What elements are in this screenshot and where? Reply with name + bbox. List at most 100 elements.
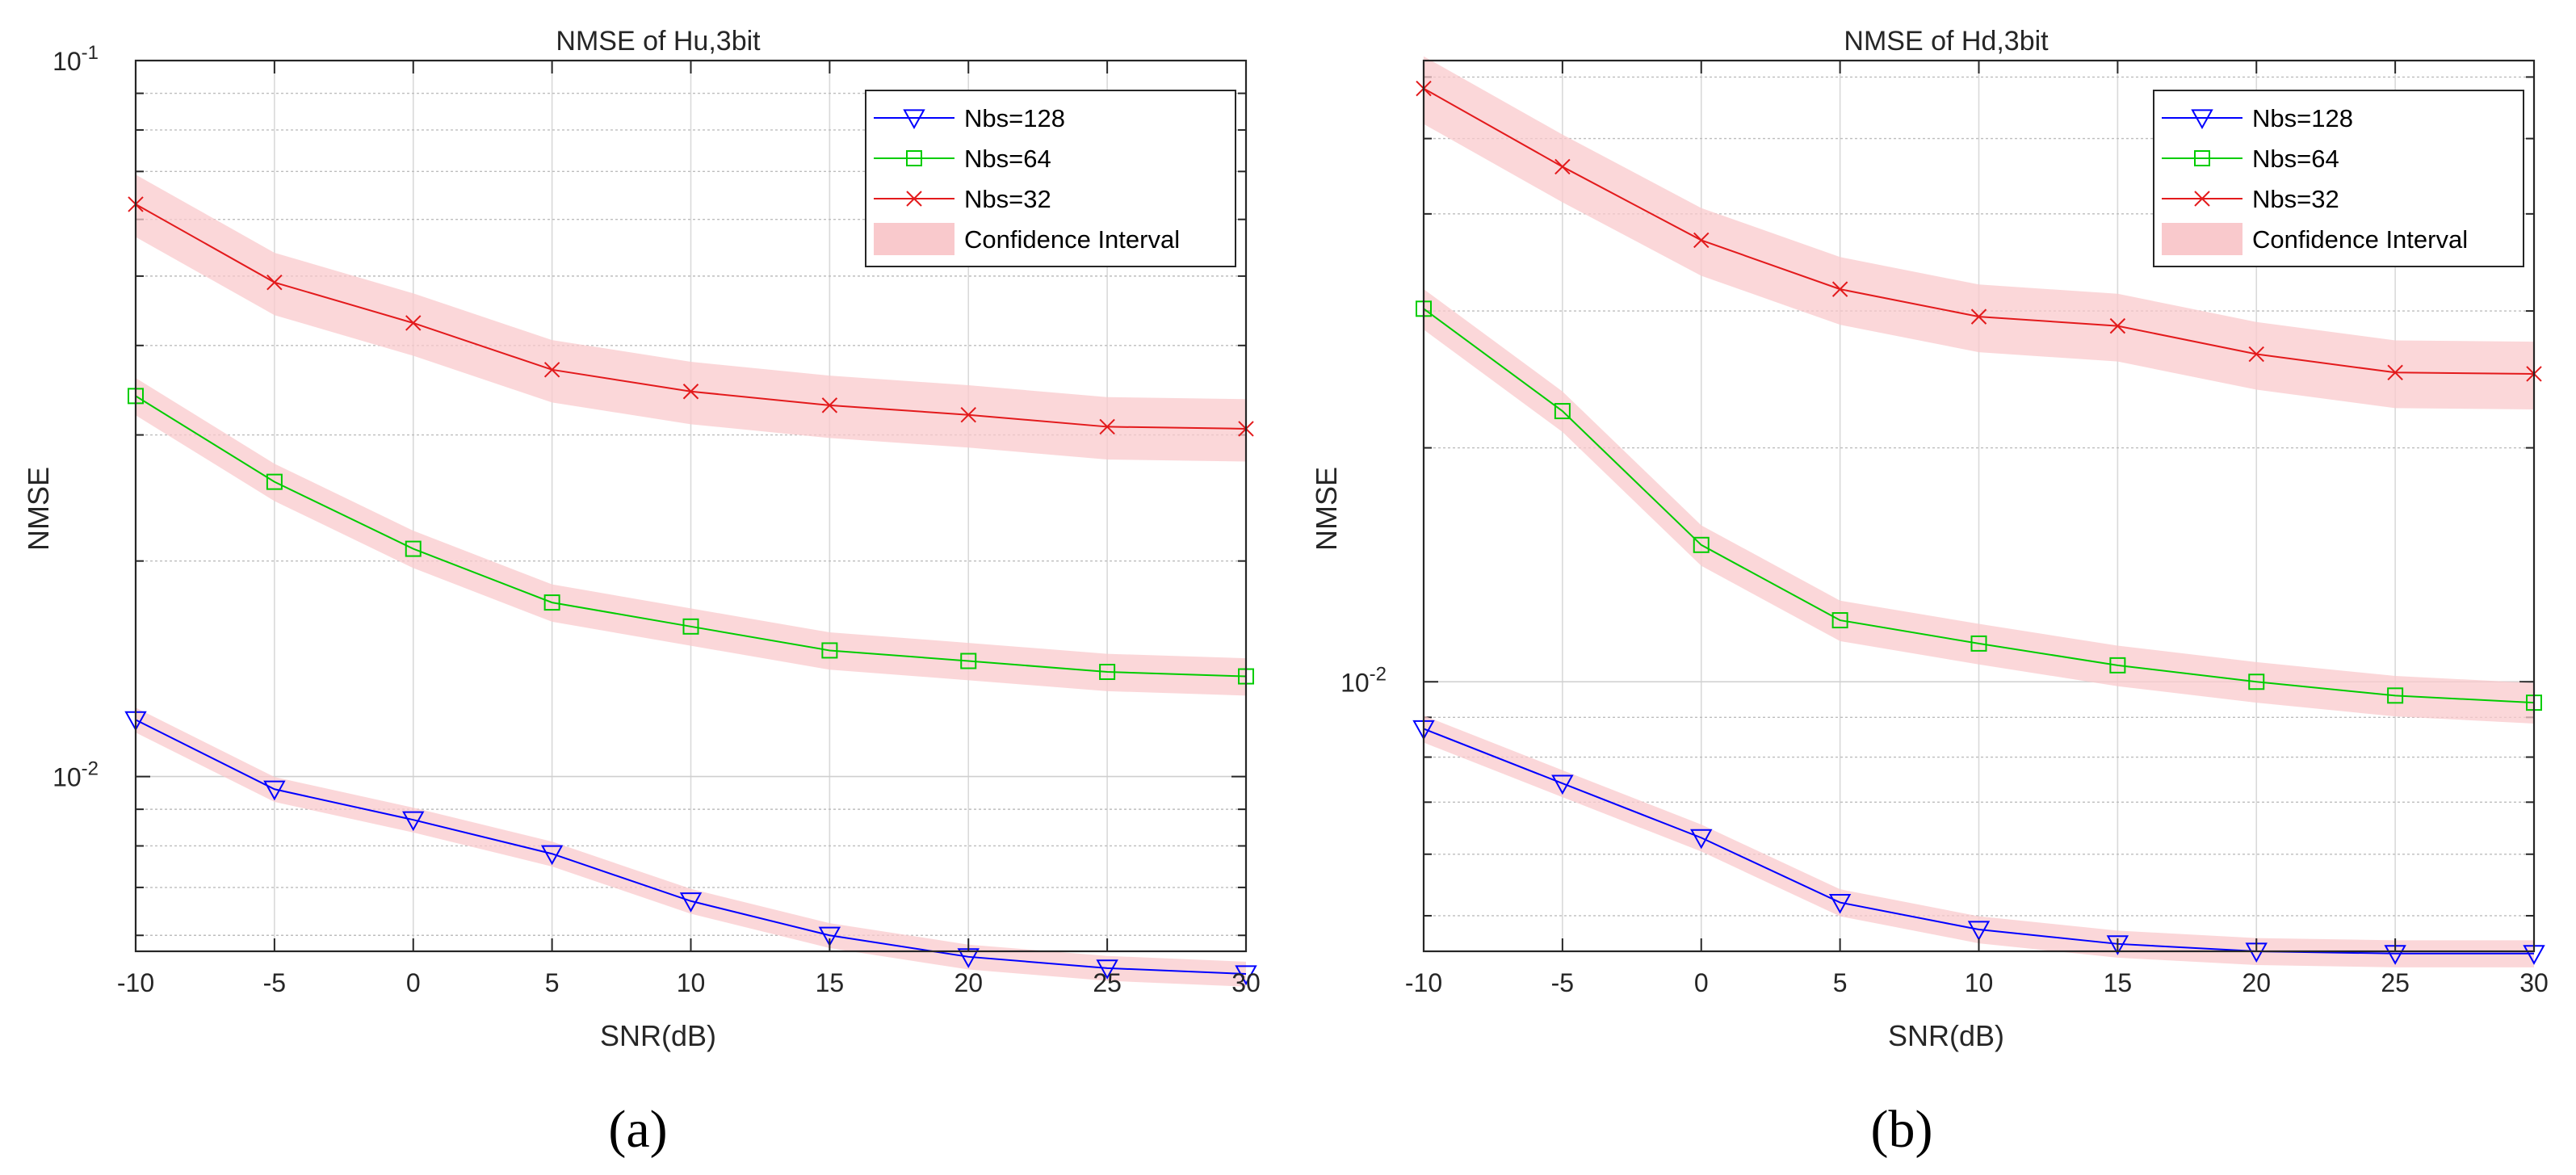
chart-b-legend-marker-nbs32 (2194, 191, 2210, 207)
chart-a-point-nbs128 (679, 892, 703, 913)
chart-a-point-nbs32 (682, 384, 699, 400)
chart-a-point-nbs32-stroke (960, 407, 976, 423)
chart-a-ytick-label: 10-2 (52, 758, 99, 792)
chart-b-point-nbs32 (2248, 346, 2264, 363)
chart-a-legend-label-confidence: Confidence Interval (964, 225, 1180, 254)
chart-panel-a: -10 -5 0 5 10 15 20 25 30 10-1 10-2 Nbs=128 Nbs=64 Nb… (22, 26, 1261, 1159)
chart-b-point-nbs32 (2109, 317, 2126, 334)
chart-a-legend-marker-nbs32 (906, 191, 922, 207)
chart-a-xtick-label: 25 (1093, 968, 1122, 997)
chart-b-point-nbs32-stroke (2109, 317, 2126, 334)
chart-a-point-nbs64 (821, 642, 838, 659)
chart-a-point-nbs32 (821, 397, 838, 413)
chart-b-point-nbs128 (1828, 893, 1852, 914)
chart-b-point-nbs32-stroke (1831, 281, 1848, 297)
chart-a-point-nbs32 (960, 407, 976, 423)
chart-b-point-nbs32-stroke (2387, 364, 2403, 381)
chart-b-legend-label-nbs128: Nbs=128 (2252, 104, 2353, 132)
chart-a-point-nbs64 (266, 473, 283, 490)
chart-b-point-nbs32-stroke (1554, 158, 1571, 175)
chart-a-point-nbs32-stroke (405, 315, 422, 331)
chart-b-point-nbs64 (2248, 674, 2265, 690)
chart-b-svg: -10 -5 0 5 10 15 20 25 30 10-2 Nbs=128 Nbs=64 Nbs=32… (1310, 26, 2549, 1159)
chart-a-legend-marker-nbs64 (906, 150, 922, 166)
chart-b-xtick-label: -10 (1405, 968, 1442, 997)
chart-b-xtick-label: 15 (2104, 968, 2133, 997)
chart-a-caption: (a) (608, 1100, 667, 1159)
chart-a-xtick-label: 5 (545, 968, 560, 997)
chart-a-point-nbs32 (266, 274, 283, 291)
chart-b-line-nbs64 (1423, 308, 2535, 704)
chart-b-point-nbs64 (1831, 612, 1848, 629)
chart-a-point-nbs32-stroke (821, 397, 838, 413)
chart-a-point-nbs32-stroke (682, 384, 699, 400)
chart-b-point-nbs64 (2109, 657, 2126, 674)
chart-a-legend-label-nbs32: Nbs=32 (964, 185, 1051, 213)
chart-a-legend-band-swatch (874, 223, 954, 255)
chart-b-legend-marker-nbs128 (2191, 109, 2213, 130)
chart-b-xtick-label: 30 (2519, 968, 2549, 997)
chart-b-legend-band-swatch (2162, 223, 2242, 255)
chart-a-ytick-label: 10-1 (52, 42, 99, 76)
chart-panel-b: -10 -5 0 5 10 15 20 25 30 10-2 Nbs=128 Nbs=64 Nbs=32… (1288, 0, 2576, 1175)
chart-b-point-nbs32-stroke (2248, 346, 2264, 363)
chart-a-point-nbs128 (263, 780, 286, 801)
chart-a-svg: -10 -5 0 5 10 15 20 25 3010-110-2Nbs=128Nbs=64Nb… (22, 26, 1261, 1159)
chart-b-line-nbs128 (1423, 728, 2534, 955)
chart-b-legend-label-confidence: Confidence Interval (2252, 225, 2468, 254)
chart-b-legend: Nbs=128 Nbs=64 Nbs=32 Confidence Interval (2153, 90, 2524, 267)
chart-a-legend-marker-nbs128 (903, 109, 925, 130)
chart-b-point-nbs32 (2387, 364, 2403, 381)
chart-a-legend-label-nbs64: Nbs=64 (964, 145, 1051, 173)
chart-b-xtick-label: 0 (1694, 968, 1709, 997)
chart-b-xlabel: SNR(dB) (1888, 1019, 2004, 1052)
chart-b-band-nbs128 (1424, 715, 2534, 967)
chart-a-xtick-label: 10 (677, 968, 706, 997)
chart-a-band-nbs64 (136, 377, 1246, 696)
chart-a-ylabel: NMSE (22, 467, 55, 551)
chart-b-point-nbs32-stroke (1693, 232, 1710, 249)
chart-a-point-nbs64 (543, 594, 560, 611)
chart-b-point-nbs32 (1693, 232, 1710, 249)
chart-b-ytick-label: 10-2 (1340, 663, 1387, 697)
chart-a-point-nbs64 (405, 540, 422, 557)
chart-b-xtick-label: 10 (1965, 968, 1994, 997)
chart-b-point-nbs64 (1554, 403, 1571, 420)
chart-a-xtick-label: 15 (816, 968, 845, 997)
chart-a-point-nbs32 (405, 315, 422, 331)
chart-a-point-nbs128 (402, 811, 425, 832)
chart-a-xtick-label: -10 (117, 968, 154, 997)
chart-b-legend-label-nbs64: Nbs=64 (2252, 145, 2339, 173)
chart-b-title: NMSE of Hd,3bit (1844, 26, 2049, 57)
chart-a-line-nbs64 (135, 395, 1247, 678)
chart-b-xtick-label: 5 (1833, 968, 1848, 997)
chart-a-point-nbs32-stroke (543, 362, 560, 378)
chart-b-xtick-label: -5 (1551, 968, 1574, 997)
chart-b-point-nbs128 (1967, 921, 1991, 942)
chart-a-point-nbs128 (1235, 965, 1257, 986)
chart-a-band-nbs128 (136, 707, 1246, 987)
chart-b-legend-marker-nbs64 (2194, 150, 2210, 166)
chart-a-xtick-label: 20 (954, 968, 983, 997)
chart-b-ylabel: NMSE (1310, 467, 1343, 551)
chart-a-point-nbs64 (1099, 664, 1116, 681)
chart-b-point-nbs128 (1551, 774, 1574, 795)
chart-b-point-nbs128 (2106, 935, 2129, 955)
chart-a-point-nbs128 (540, 845, 564, 866)
chart-a-point-nbs32 (543, 362, 560, 378)
chart-a-line-nbs128 (135, 719, 1247, 976)
chart-b-point-nbs64 (2387, 687, 2404, 704)
chart-b-point-nbs32 (1831, 281, 1848, 297)
chart-a-point-nbs64 (960, 653, 977, 669)
chart-a-point-nbs64 (682, 618, 699, 635)
chart-b-caption: (b) (1871, 1100, 1933, 1159)
chart-a-point-nbs32 (1099, 418, 1115, 435)
chart-b-point-nbs32-stroke (1970, 308, 1987, 325)
chart-b-point-nbs32 (1554, 158, 1571, 175)
chart-a-legend-marker-nbs32-stroke (906, 191, 922, 207)
chart-b-point-nbs128 (1690, 829, 1713, 850)
chart-b-band-nbs32 (1424, 56, 2534, 410)
chart-b-xtick-label: 25 (2381, 968, 2410, 997)
chart-b-point-nbs64 (1693, 536, 1710, 553)
chart-a-band-nbs32 (136, 174, 1246, 462)
